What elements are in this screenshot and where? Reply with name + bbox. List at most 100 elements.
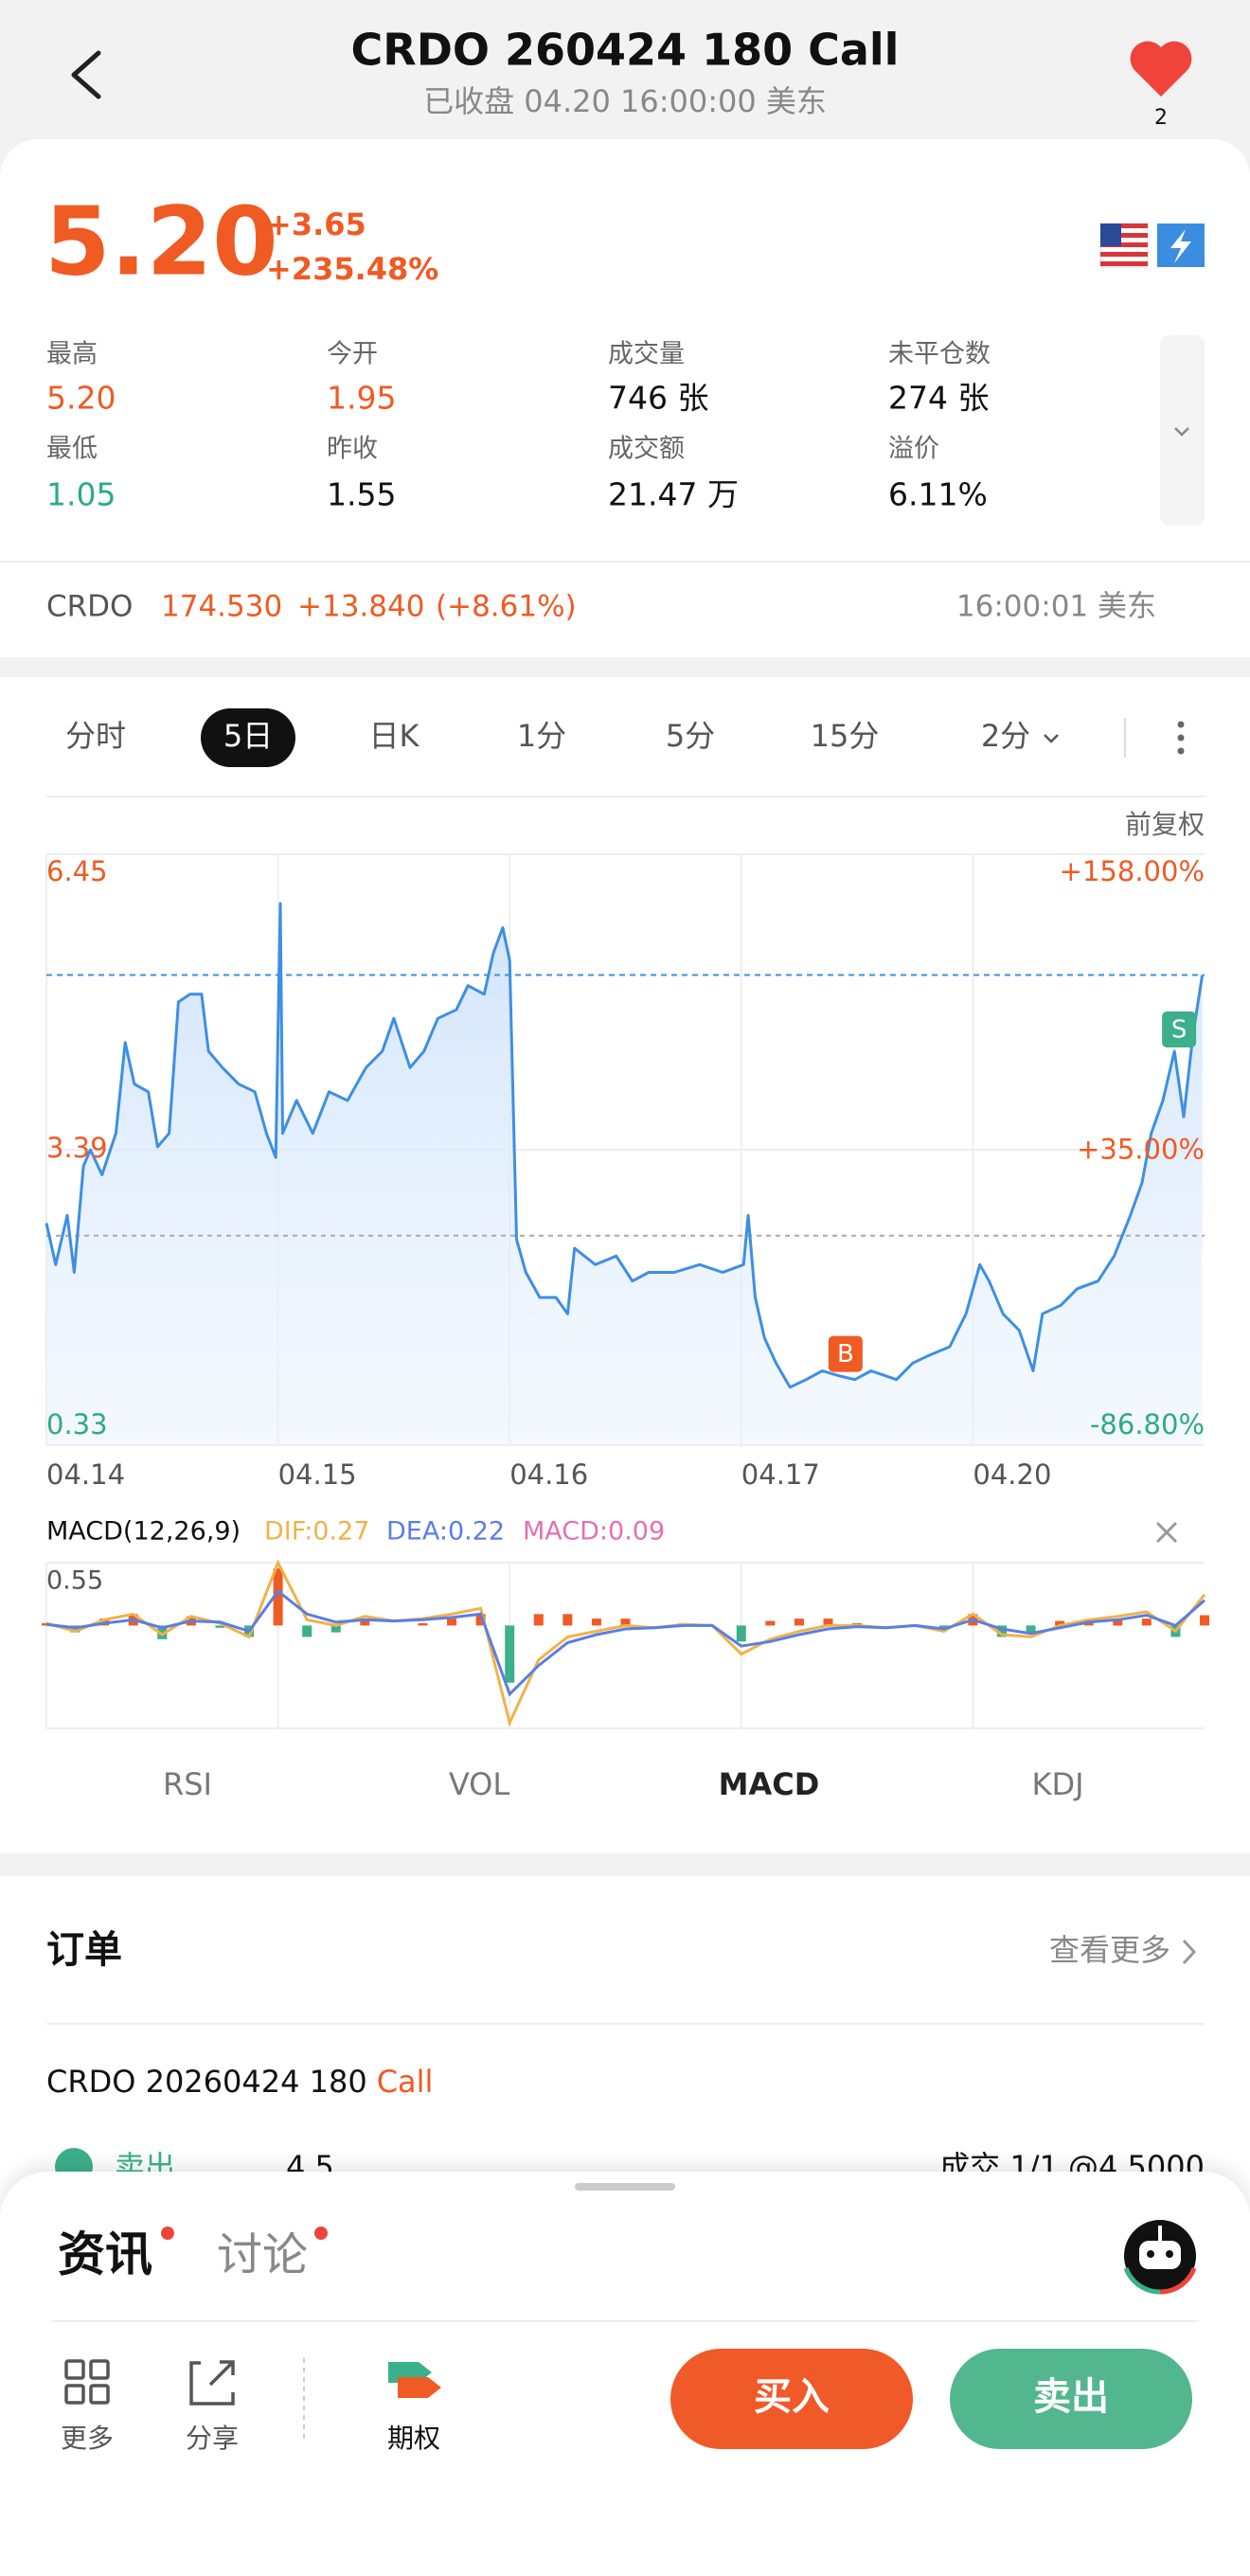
y2-tick-label: -86.80% (1090, 1408, 1205, 1440)
macd-bar (330, 1625, 341, 1633)
close-indicator[interactable] (1155, 1521, 1178, 1544)
adjust-label: 前复权 (1125, 809, 1205, 840)
period-tab[interactable]: 日K (369, 718, 420, 754)
indicator-line (45, 1559, 1206, 1727)
sheet-handle[interactable] (575, 2183, 675, 2191)
price-line (45, 902, 1205, 1389)
stat-value: 746 张 (608, 380, 708, 417)
stat-label: 最高 (46, 340, 98, 369)
period-tab[interactable]: 分时 (65, 718, 126, 754)
stat-label: 未平仓数 (888, 340, 991, 369)
x-tick-label: 04.16 (509, 1458, 588, 1491)
macd-bar (823, 1619, 833, 1626)
macd-bar (1113, 1619, 1123, 1626)
assistant-icon[interactable] (1123, 2220, 1197, 2295)
more-link[interactable]: 查看更多 (1049, 1932, 1170, 1968)
legend-entry: MACD:0.09 (523, 1517, 665, 1547)
indicator-tab[interactable]: KDJ (1031, 1766, 1083, 1802)
underlying-change: +13.840 (297, 590, 424, 624)
indicator-title: MACD(12,26,9) (46, 1517, 241, 1547)
macd-bar (1026, 1625, 1036, 1633)
period-tab[interactable]: 1分 (517, 718, 566, 754)
stat-value: 1.55 (327, 476, 396, 513)
trade-marker-label: B (837, 1340, 854, 1368)
share-icon[interactable] (189, 2360, 235, 2406)
options-icon[interactable] (388, 2362, 441, 2398)
favorite-heart[interactable] (1130, 41, 1192, 97)
y2-tick-label: +35.00% (1077, 1134, 1205, 1166)
macd-bar (157, 1625, 168, 1639)
price-change: +3.65 (266, 206, 366, 242)
contract-type: Call (377, 2064, 434, 2100)
period-tab[interactable]: 5分 (666, 718, 715, 754)
macd-bar (475, 1614, 486, 1626)
macd-bar (1055, 1620, 1065, 1626)
period-tab[interactable]: 2分 (981, 718, 1030, 754)
y-tick-label: 0.55 (46, 1566, 103, 1596)
buy-button[interactable] (670, 2349, 913, 2449)
macd-bar (302, 1625, 312, 1637)
x-tick-label: 04.14 (46, 1458, 125, 1491)
toolbar-label[interactable]: 期权 (387, 2423, 440, 2454)
more-chevron (1182, 1939, 1197, 1965)
page-title: CRDO 260424 180 Call (351, 25, 900, 76)
trade-marker-label: S (1171, 1016, 1188, 1045)
toolbar-label[interactable]: 更多 (61, 2423, 114, 2454)
indicator-tab[interactable]: RSI (163, 1766, 212, 1802)
stat-label: 溢价 (888, 435, 939, 464)
sheet-tab[interactable]: 讨论 (217, 2228, 308, 2281)
expand-panel[interactable] (1160, 335, 1205, 526)
macd-bar (562, 1614, 573, 1626)
stat-value: 1.05 (46, 476, 116, 513)
macd-bar (996, 1625, 1007, 1637)
toolbar-label[interactable]: 分享 (186, 2423, 239, 2454)
macd-bar (533, 1614, 544, 1626)
macd-bar (620, 1619, 631, 1626)
indicator-line (45, 1589, 1205, 1697)
tab-pill[interactable] (201, 708, 295, 767)
buy-label[interactable]: 买入 (754, 2375, 830, 2419)
band (0, 1853, 1250, 1876)
badge-dot (161, 2227, 174, 2240)
sell-button[interactable] (950, 2349, 1192, 2449)
period-tab[interactable]: 15分 (811, 718, 880, 754)
back-button[interactable] (71, 50, 101, 99)
period-tab[interactable]: 5日 (223, 718, 273, 754)
page-subtitle: 已收盘 04.20 16:00:00 美东 (423, 83, 827, 119)
stat-label: 昨收 (327, 435, 378, 464)
price-change-pct: +235.48% (266, 251, 438, 287)
indicator-tab[interactable]: MACD (719, 1766, 820, 1802)
underlying-symbol: CRDO (46, 590, 133, 624)
y-tick-label: 0.33 (46, 1408, 108, 1440)
macd-bar (591, 1619, 601, 1626)
stat-label: 今开 (327, 340, 378, 369)
macd-bar (273, 1568, 283, 1626)
lightning-badge (1157, 224, 1205, 267)
last-price: 5.20 (45, 186, 278, 296)
y2-tick-label: +158.00% (1060, 855, 1205, 887)
section-title: 订单 (46, 1928, 122, 1972)
sheet-bg (0, 2172, 1250, 2576)
macd-bar (360, 1619, 370, 1626)
macd-bar (765, 1620, 776, 1626)
x-tick-label: 04.20 (973, 1458, 1051, 1491)
band (0, 657, 1250, 677)
sheet-tab[interactable]: 资讯 (58, 2227, 152, 2282)
stat-value: 1.95 (327, 380, 396, 417)
badge-dot (314, 2227, 328, 2240)
more-icon[interactable] (64, 2359, 110, 2405)
bottom-sheet (0, 2172, 1250, 2576)
more-menu[interactable] (1177, 721, 1185, 755)
stat-label: 成交量 (608, 340, 685, 369)
macd-bar (418, 1622, 428, 1626)
sell-label[interactable]: 卖出 (1033, 2375, 1109, 2419)
y-tick-label: 3.39 (46, 1132, 108, 1164)
x-tick-label: 04.15 (278, 1458, 357, 1491)
underlying-change-pct: (+8.61%) (436, 590, 577, 624)
legend-entry: DIF:0.27 (264, 1517, 369, 1547)
favorite-count: 2 (1154, 106, 1168, 130)
indicator-tab[interactable]: VOL (449, 1766, 510, 1802)
price-area (46, 903, 1203, 1445)
